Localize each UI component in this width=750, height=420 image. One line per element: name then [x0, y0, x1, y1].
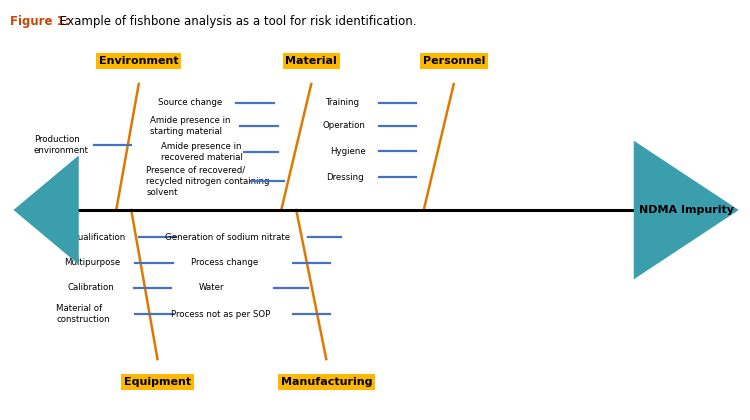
Text: Operation: Operation [322, 121, 365, 131]
Text: Multipurpose: Multipurpose [64, 258, 120, 267]
Text: NDMA Impurity: NDMA Impurity [639, 205, 734, 215]
Text: Presence of recovered/
recycled nitrogen containing
solvent: Presence of recovered/ recycled nitrogen… [146, 166, 270, 197]
Text: Material of
construction: Material of construction [56, 304, 110, 324]
Text: Hygiene: Hygiene [330, 147, 366, 156]
Text: Dressing: Dressing [326, 173, 364, 182]
Polygon shape [634, 141, 739, 279]
Text: Environment: Environment [99, 56, 178, 66]
Text: Material: Material [285, 56, 338, 66]
Text: Equipment: Equipment [124, 377, 191, 387]
Polygon shape [13, 155, 79, 265]
Text: Calibration: Calibration [68, 283, 114, 292]
Text: Generation of sodium nitrate: Generation of sodium nitrate [165, 233, 290, 242]
Text: Process change: Process change [191, 258, 259, 267]
Text: Source change: Source change [158, 98, 222, 108]
Text: Amide presence in
starting material: Amide presence in starting material [150, 116, 230, 136]
Text: Example of fishbone analysis as a tool for risk identification.: Example of fishbone analysis as a tool f… [56, 15, 417, 28]
Text: Figure 1:: Figure 1: [10, 15, 69, 28]
Text: Water: Water [199, 283, 224, 292]
Text: Qualification: Qualification [71, 233, 125, 242]
Text: Training: Training [326, 98, 360, 108]
Text: Personnel: Personnel [422, 56, 485, 66]
Text: Process not as per SOP: Process not as per SOP [171, 310, 270, 319]
Text: Amide presence in
recovered material: Amide presence in recovered material [161, 142, 243, 162]
Text: Manufacturing: Manufacturing [280, 377, 372, 387]
Text: Production
environment: Production environment [34, 135, 88, 155]
